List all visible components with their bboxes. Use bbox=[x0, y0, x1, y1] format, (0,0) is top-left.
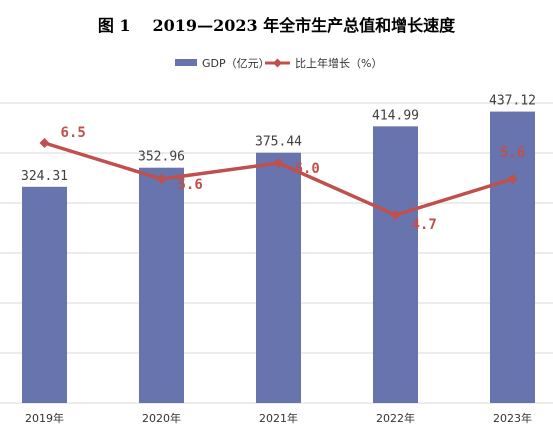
x-tick-label: 2022年 bbox=[376, 411, 415, 425]
bar-2022年 bbox=[373, 126, 418, 403]
legend-bar-label: GDP（亿元） bbox=[202, 57, 270, 70]
growth-value-label: 5.6 bbox=[500, 145, 525, 161]
growth-value-label: 5.6 bbox=[178, 177, 203, 193]
bar-2019年 bbox=[22, 186, 67, 403]
bar-series bbox=[22, 111, 535, 403]
bar-2021年 bbox=[256, 152, 301, 403]
bar-value-label: 352.96 bbox=[138, 150, 185, 165]
bar-value-label: 375.44 bbox=[255, 135, 302, 150]
data-labels: 324.31 352.96 375.44 414.99 437.12 6.5 5.6 6.0 4… bbox=[21, 94, 536, 233]
bar-value-label: 324.31 bbox=[21, 169, 68, 184]
growth-value-label: 6.5 bbox=[61, 125, 86, 141]
x-tick-label: 2019年 bbox=[25, 411, 64, 425]
legend-line-label: 比上年增长（%） bbox=[295, 56, 382, 70]
growth-value-label: 4.7 bbox=[412, 217, 437, 233]
chart-title: 图 1 2019—2023 年全市生产总值和增长速度 bbox=[0, 12, 553, 36]
growth-point-2020年 bbox=[156, 174, 167, 184]
bar-value-label: 437.12 bbox=[489, 94, 536, 109]
bar-2020年 bbox=[139, 167, 184, 403]
growth-point-2019年 bbox=[39, 138, 50, 148]
bar-value-label: 414.99 bbox=[372, 108, 419, 123]
x-tick-label: 2021年 bbox=[259, 411, 298, 425]
growth-point-2021年 bbox=[273, 158, 284, 168]
figure-label: 图 1 bbox=[97, 16, 131, 35]
legend: GDP（亿元） 比上年增长（%） bbox=[175, 56, 382, 70]
growth-point-2023年 bbox=[507, 174, 518, 184]
legend-bar-swatch bbox=[175, 59, 197, 66]
growth-value-label: 6.0 bbox=[295, 161, 320, 177]
figure-title: 2019—2023 年全市生产总值和增长速度 bbox=[152, 16, 456, 35]
line-series bbox=[39, 138, 518, 220]
legend-line-marker bbox=[273, 58, 282, 68]
bar-2023年 bbox=[490, 111, 535, 403]
x-tick-label: 2020年 bbox=[142, 411, 181, 425]
x-axis: 2019年 2020年 2021年 2022年 2023年 bbox=[25, 411, 532, 425]
x-tick-label: 2023年 bbox=[493, 411, 532, 425]
growth-point-2022年 bbox=[390, 210, 401, 220]
